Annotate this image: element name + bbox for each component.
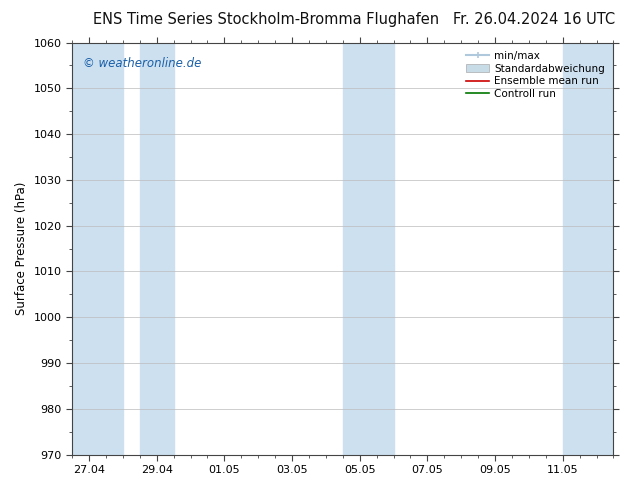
Legend: min/max, Standardabweichung, Ensemble mean run, Controll run: min/max, Standardabweichung, Ensemble me…: [463, 48, 608, 102]
Y-axis label: Surface Pressure (hPa): Surface Pressure (hPa): [15, 182, 28, 315]
Text: Fr. 26.04.2024 16 UTC: Fr. 26.04.2024 16 UTC: [453, 12, 615, 27]
Bar: [72, 43, 123, 455]
Bar: [563, 43, 614, 455]
Bar: [139, 43, 174, 455]
Bar: [343, 43, 394, 455]
Text: © weatheronline.de: © weatheronline.de: [83, 57, 202, 70]
Text: ENS Time Series Stockholm-Bromma Flughafen: ENS Time Series Stockholm-Bromma Flughaf…: [93, 12, 439, 27]
